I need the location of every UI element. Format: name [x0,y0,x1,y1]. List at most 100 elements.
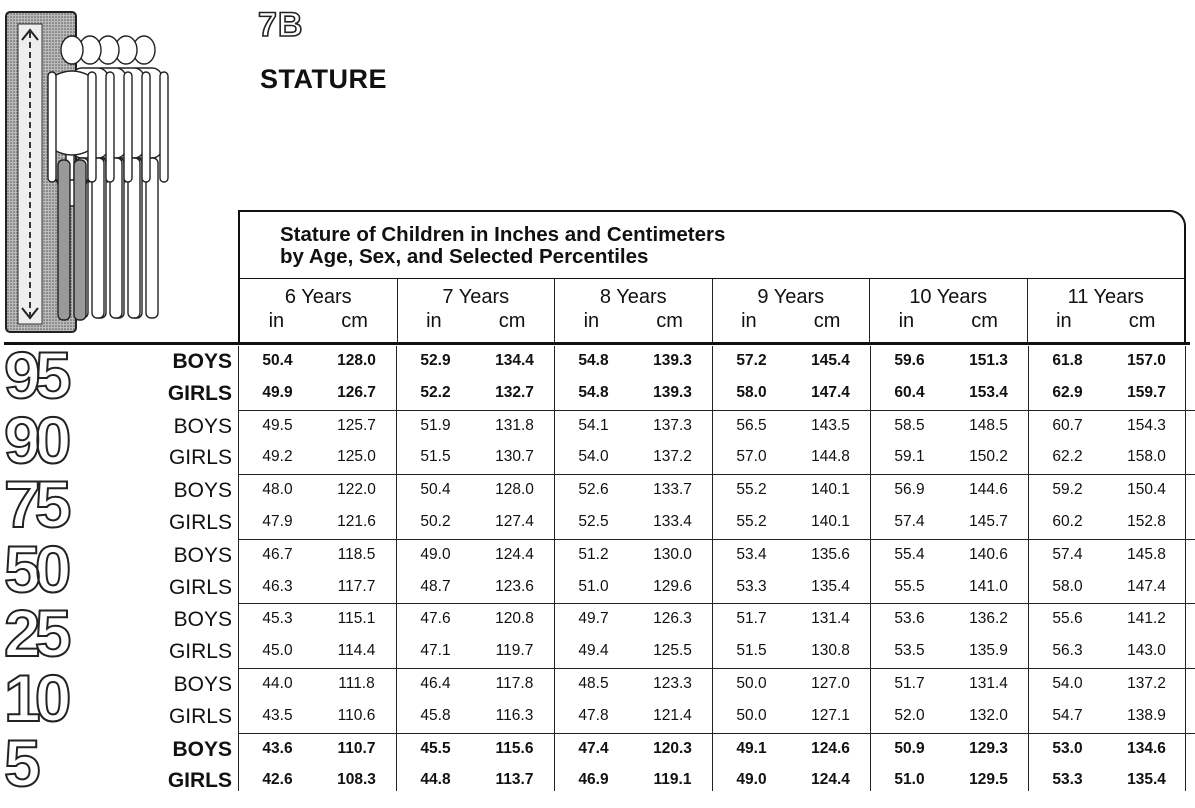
value-cm: 148.5 [969,416,1008,434]
age-cell: 49.1 124.6 [712,740,870,758]
percentile-group: 95 BOYS 50.4 128.0 52.9 134.4 54.8 139.3 57.2 145… [0,339,1195,411]
age-cell: 51.2 130.0 [554,546,712,564]
age-cell: 58.0 147.4 [1028,578,1186,596]
value-in: 47.1 [420,642,451,660]
value-in: 62.9 [1052,383,1083,401]
row-values: 50.4 128.0 52.9 134.4 54.8 139.3 57.2 145.4 59.6… [238,352,1186,370]
value-in: 49.5 [262,416,293,434]
age-cell: 50.0 127.0 [712,675,870,693]
age-cell: 58.5 148.5 [870,417,1028,435]
value-in: 55.5 [894,577,925,595]
value-cm: 129.5 [969,771,1008,789]
table-row: BOYS 48.0 122.0 50.4 128.0 52.6 133.7 55.2 140.1… [0,475,1195,507]
value-in: 46.4 [420,674,451,692]
age-cell: 51.0 129.6 [554,578,712,596]
age-cell: 58.0 147.4 [712,384,870,402]
page-title: STATURE [260,64,387,94]
value-cm: 141.2 [1127,610,1166,628]
age-cell: 57.0 144.8 [712,448,870,466]
column-separator [712,346,713,792]
value-in: 55.2 [736,481,767,499]
sex-label: BOYS [173,543,232,567]
percentile-group: 5 BOYS 43.6 110.7 45.5 115.6 47.4 120.3 49.1 124.… [3,727,1195,799]
unit-label: in [583,310,600,332]
value-in: 54.1 [578,416,609,434]
value-in: 53.3 [736,577,767,595]
percentile-number: 25 [3,596,72,671]
age-cell: 49.5 125.7 [238,417,396,435]
table-row: GIRLS 49.2 125.0 51.5 130.7 54.0 137.2 57.0 144.… [0,442,1195,474]
column-separator [1028,346,1029,792]
value-cm: 117.7 [337,577,376,595]
value-in: 51.0 [578,577,609,595]
value-in: 60.4 [894,383,925,401]
value-cm: 128.0 [337,352,376,369]
row-values: 49.5 125.7 51.9 131.8 54.1 137.3 56.5 143.5 58.5… [238,417,1186,435]
table-body: 95 BOYS 50.4 128.0 52.9 134.4 54.8 139.3 57.2 145… [0,339,1195,799]
unit-label: cm [813,310,841,332]
sex-label: GIRLS [167,381,232,405]
value-in: 55.2 [736,512,767,530]
value-in: 47.6 [420,610,451,628]
age-cell: 47.4 120.3 [554,740,712,758]
age-cell: 51.9 131.8 [396,417,554,435]
value-cm: 144.8 [811,448,850,466]
sex-label: GIRLS [168,510,232,534]
value-in: 46.7 [262,545,293,563]
age-cell: 49.2 125.0 [238,448,396,466]
value-in: 57.2 [736,352,767,369]
value-cm: 154.3 [1127,416,1166,434]
value-cm: 130.8 [811,642,850,660]
value-cm: 144.6 [969,481,1008,499]
value-in: 55.4 [894,545,925,563]
age-cell: 50.2 127.4 [396,513,554,531]
age-cell: 60.2 152.8 [1028,513,1186,531]
unit-row: in cm [713,309,870,333]
value-in: 54.0 [1052,674,1083,692]
sex-label: BOYS [173,672,232,696]
percentile-group: 50 BOYS 46.7 118.5 49.0 124.4 51.2 130.0 53.4 135… [3,533,1195,605]
row-values: 46.3 117.7 48.7 123.6 51.0 129.6 53.3 135.4 55.5… [238,578,1186,596]
value-cm: 134.4 [495,352,534,369]
value-in: 59.6 [894,352,925,369]
column-separator [554,346,555,792]
value-in: 50.0 [736,706,767,724]
table-row: GIRLS 47.9 121.6 50.2 127.4 52.5 133.4 55.2 140.… [0,507,1195,539]
row-values: 47.9 121.6 50.2 127.4 52.5 133.4 55.2 140.1 57.4… [238,513,1186,531]
value-in: 58.0 [736,383,767,401]
age-cell: 45.0 114.4 [238,642,396,660]
row-values: 45.3 115.1 47.6 120.8 49.7 126.3 51.7 131.4 53.6… [238,610,1186,628]
value-in: 51.5 [420,448,451,466]
value-in: 57.0 [736,448,767,466]
table-header-frame: Stature of Children in Inches and Centim… [238,210,1186,345]
age-cell: 55.5 141.0 [870,578,1028,596]
percentile-group: 90 BOYS 49.5 125.7 51.9 131.8 54.1 137.3 56.5 143… [3,404,1195,476]
unit-label: cm [1128,310,1156,332]
percentile-group: 10 BOYS 44.0 111.8 46.4 117.8 48.5 123.3 50.0 127… [3,662,1195,734]
value-cm: 158.0 [1127,448,1166,466]
value-cm: 140.1 [811,512,850,530]
age-column-header: 8 Years in cm [554,279,712,345]
value-cm: 137.2 [1127,674,1166,692]
caption-line-2: by Age, Sex, and Selected Percentiles [280,245,649,268]
value-cm: 130.7 [495,448,534,466]
age-cell: 52.9 134.4 [396,352,554,370]
value-in: 52.0 [894,706,925,724]
age-cell: 46.7 118.5 [238,546,396,564]
value-in: 61.8 [1052,352,1083,369]
value-cm: 133.4 [653,512,692,530]
value-cm: 138.9 [1127,706,1166,724]
value-cm: 132.7 [495,383,534,401]
value-in: 51.7 [894,674,925,692]
value-cm: 135.4 [811,577,850,595]
percentile-number: 10 [3,660,72,735]
age-cell: 46.4 117.8 [396,675,554,693]
age-cell: 54.8 139.3 [554,384,712,402]
unit-label: in [898,310,915,332]
unit-row: in cm [555,309,712,333]
value-in: 49.9 [262,383,293,401]
percentile-number: 90 [3,402,72,477]
age-column-header: 10 Years in cm [869,279,1027,345]
value-in: 59.1 [894,448,925,466]
unit-label: cm [498,310,526,332]
